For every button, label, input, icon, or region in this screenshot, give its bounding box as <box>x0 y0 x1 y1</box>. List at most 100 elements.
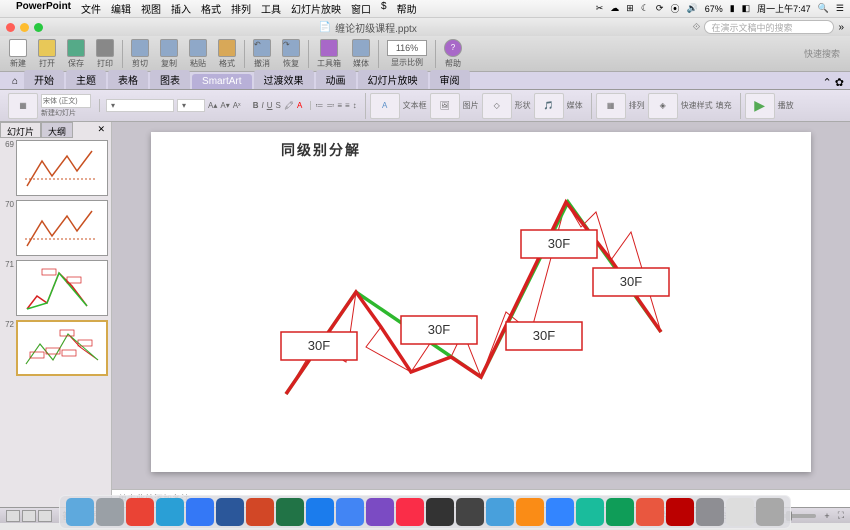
battery-icon[interactable]: ▮ <box>730 3 735 14</box>
tab-tables[interactable]: 表格 <box>108 70 148 89</box>
dock-app1[interactable] <box>576 498 604 526</box>
font-family[interactable]: ▾ <box>106 99 174 112</box>
wifi-icon[interactable]: ⦿ <box>670 2 679 15</box>
notifications-icon[interactable]: ☰ <box>836 3 844 14</box>
green-segment-line[interactable] <box>286 202 661 394</box>
slide-canvas[interactable]: 同级别分解 30F 30F 30F 30F 30F <box>151 132 811 472</box>
view-sorter[interactable] <box>22 510 36 522</box>
dock-mail[interactable] <box>186 498 214 526</box>
dock-app2[interactable] <box>636 498 664 526</box>
shape-button[interactable]: ◇ <box>482 93 512 119</box>
picture-button[interactable]: 🖼 <box>430 93 460 119</box>
dock-edge[interactable] <box>336 498 364 526</box>
thumbs-tab-outline[interactable]: 大纲 <box>41 122 73 138</box>
refresh-icon[interactable]: ⟳ <box>656 3 664 14</box>
line-spacing[interactable]: ↕ <box>353 101 357 110</box>
volume-icon[interactable]: 🔊 <box>686 3 697 14</box>
menu-format[interactable]: 格式 <box>201 1 221 16</box>
dock-text[interactable] <box>726 498 754 526</box>
paste-button[interactable]: 粘贴 <box>184 39 212 69</box>
crescent-icon[interactable]: ☾ <box>641 3 649 14</box>
zoom-select[interactable]: 116%显示比例 <box>382 40 432 68</box>
dock-chrome[interactable] <box>126 498 154 526</box>
toolbox-button[interactable]: 工具箱 <box>312 39 346 69</box>
new-button[interactable]: 新建 <box>4 39 32 69</box>
dock-qq[interactable] <box>426 498 454 526</box>
input-icon[interactable]: ◧ <box>742 3 751 14</box>
quickstyle-button[interactable]: ◈ <box>648 93 678 119</box>
italic-button[interactable]: I <box>261 101 263 110</box>
dock-excel[interactable] <box>276 498 304 526</box>
ribbon-collapse[interactable]: ⌃ ✿ <box>817 76 850 89</box>
slide-thumbnail[interactable] <box>16 140 108 196</box>
numbering-button[interactable]: ≕ <box>326 101 334 110</box>
tab-animations[interactable]: 动画 <box>316 70 356 89</box>
dock-preview[interactable] <box>486 498 514 526</box>
dock-cleanmymac[interactable] <box>516 498 544 526</box>
tab-slideshow[interactable]: 幻灯片放映 <box>358 70 428 89</box>
cloud-icon[interactable]: ☁ <box>610 3 619 14</box>
slide-thumbnail[interactable] <box>16 260 108 316</box>
save-button[interactable]: 保存 <box>62 39 90 69</box>
dock-drive[interactable] <box>606 498 634 526</box>
redo-button[interactable]: ↷恢复 <box>277 39 305 69</box>
zoom-in[interactable]: + <box>824 511 829 521</box>
tab-home[interactable]: 开始 <box>24 70 64 89</box>
bullets-button[interactable]: ≔ <box>315 101 323 110</box>
arrange-button[interactable]: ▦ <box>596 93 626 119</box>
dock-onenote[interactable] <box>306 498 334 526</box>
font-color-button[interactable]: A <box>297 101 302 110</box>
menu-insert[interactable]: 插入 <box>171 1 191 16</box>
search-input[interactable]: 在演示文稿中的搜索 <box>704 20 834 34</box>
dock-launchpad[interactable] <box>96 498 124 526</box>
menu-window[interactable]: 窗口 <box>351 1 371 16</box>
menu-arrange[interactable]: 排列 <box>231 1 251 16</box>
layout-select[interactable]: 宋体 (正文) <box>41 94 91 108</box>
menu-file[interactable]: 文件 <box>81 1 101 16</box>
menu-edit[interactable]: 编辑 <box>111 1 131 16</box>
thumbs-tab-slides[interactable]: 幻灯片 <box>0 122 41 138</box>
app-menu[interactable]: PowerPoint <box>16 1 71 16</box>
align-left[interactable]: ≡ <box>337 101 342 110</box>
window-controls[interactable] <box>6 23 43 32</box>
home-bullet[interactable]: ⌂ <box>8 74 22 89</box>
dock-baidu[interactable] <box>546 498 574 526</box>
view-show[interactable] <box>38 510 52 522</box>
dock-filezilla[interactable] <box>666 498 694 526</box>
media2-button[interactable]: 🎵 <box>534 93 564 119</box>
dock-trash[interactable] <box>756 498 784 526</box>
print-button[interactable]: 打印 <box>91 39 119 69</box>
menu-slideshow[interactable]: 幻灯片放映 <box>291 1 341 16</box>
minimize-button[interactable] <box>20 23 29 32</box>
font-size[interactable]: ▾ <box>177 99 205 112</box>
red-segment-line[interactable] <box>286 202 661 394</box>
cut-button[interactable]: 剪切 <box>126 39 154 69</box>
open-button[interactable]: 打开 <box>33 39 61 69</box>
tab-transitions[interactable]: 过渡效果 <box>254 70 314 89</box>
maximize-button[interactable] <box>34 23 43 32</box>
tab-smartart[interactable]: SmartArt <box>192 74 251 89</box>
copy-button[interactable]: 复制 <box>155 39 183 69</box>
tab-charts[interactable]: 图表 <box>150 70 190 89</box>
dock-finder[interactable] <box>66 498 94 526</box>
slide-thumbnail[interactable] <box>16 200 108 256</box>
slide-thumbnail[interactable] <box>16 320 108 376</box>
menu-dollar[interactable]: $ <box>381 1 387 16</box>
tab-review[interactable]: 审阅 <box>430 70 470 89</box>
undo-button[interactable]: ↶撤消 <box>248 39 276 69</box>
scissors-icon[interactable]: ✂ <box>596 3 604 14</box>
menu-view[interactable]: 视图 <box>141 1 161 16</box>
reveal-icon[interactable]: ⟐ <box>693 22 701 33</box>
tab-themes[interactable]: 主题 <box>66 70 106 89</box>
dock-imovie[interactable] <box>366 498 394 526</box>
dock-music[interactable] <box>396 498 424 526</box>
dock-word[interactable] <box>216 498 244 526</box>
menu-tools[interactable]: 工具 <box>261 1 281 16</box>
chevron-icon[interactable]: » <box>838 22 844 33</box>
grow-font[interactable]: A▴ <box>208 101 217 110</box>
menu-help[interactable]: 帮助 <box>397 1 417 16</box>
help-button[interactable]: ?帮助 <box>439 39 467 69</box>
thumbs-close[interactable]: ✕ <box>91 122 111 138</box>
datetime[interactable]: 周一上午7:47 <box>757 2 811 15</box>
dock-camera[interactable] <box>456 498 484 526</box>
